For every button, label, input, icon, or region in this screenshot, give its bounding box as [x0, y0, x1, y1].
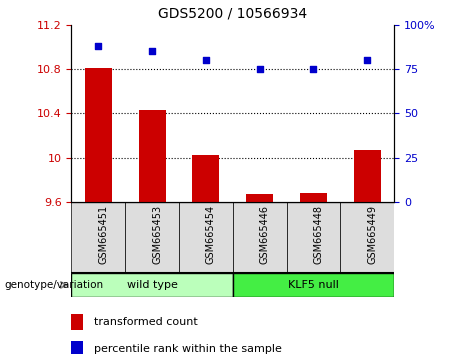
Point [364, 57, 371, 63]
Bar [71, 314, 83, 330]
Bar [193, 155, 219, 202]
Bar [300, 193, 327, 202]
Bar [71, 273, 233, 297]
Bar [233, 202, 287, 273]
Text: wild type: wild type [127, 280, 177, 290]
Bar [125, 202, 179, 273]
Text: genotype/variation: genotype/variation [5, 280, 104, 290]
Text: GSM665453: GSM665453 [152, 205, 162, 264]
Title: GDS5200 / 10566934: GDS5200 / 10566934 [158, 7, 307, 21]
Bar [354, 150, 381, 202]
Bar [233, 273, 394, 297]
Point [95, 43, 102, 49]
Point [202, 57, 210, 63]
Point [256, 66, 263, 72]
Text: KLF5 null: KLF5 null [288, 280, 339, 290]
Bar [139, 110, 165, 202]
Bar [71, 202, 125, 273]
Bar [246, 194, 273, 202]
Text: GSM665446: GSM665446 [260, 205, 270, 264]
Bar [340, 202, 394, 273]
Bar [287, 202, 340, 273]
Text: GSM665449: GSM665449 [367, 205, 377, 264]
Text: percentile rank within the sample: percentile rank within the sample [94, 344, 282, 354]
Text: transformed count: transformed count [94, 317, 198, 327]
Bar [85, 68, 112, 202]
Text: GSM665454: GSM665454 [206, 205, 216, 264]
Point [148, 48, 156, 54]
Bar [179, 202, 233, 273]
Bar [71, 341, 83, 354]
Point [310, 66, 317, 72]
Text: GSM665451: GSM665451 [98, 205, 108, 264]
Text: GSM665448: GSM665448 [313, 205, 324, 264]
